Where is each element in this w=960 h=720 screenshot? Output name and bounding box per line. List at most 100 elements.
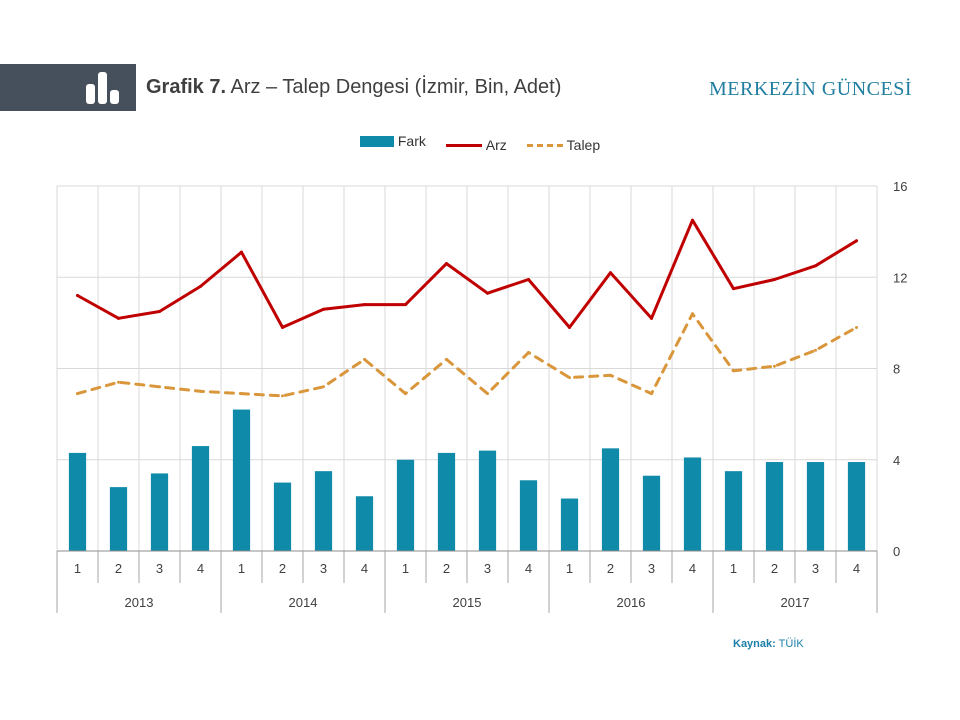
bar-fark [642,475,661,551]
line-talep-point [240,392,243,396]
legend-item-fark: Fark [359,133,426,149]
line-talep-point [814,348,817,352]
bar-fark [355,496,374,551]
x-tick-label: 1 [730,561,737,576]
y-tick-label: 0 [893,544,900,559]
bar-fark [683,457,702,551]
line-arz-point [609,271,612,275]
x-tick-label: 1 [566,561,573,576]
x-tick-label: 3 [320,561,327,576]
line-arz-point [691,218,694,222]
x-tick-label: 3 [156,561,163,576]
bar-fark [806,462,825,551]
y-tick-label: 16 [893,179,907,194]
x-tick-label: 4 [853,561,860,576]
line-arz-point [76,294,79,297]
line-talep-point [568,376,571,380]
x-tick-label: 1 [238,561,245,576]
bar-fark [396,459,415,551]
x-tick-label: 4 [525,561,532,576]
line-arz-point [773,278,776,282]
group-label: 2017 [781,595,810,610]
x-tick-label: 3 [484,561,491,576]
line-arz-point [568,325,571,329]
line-talep-point [732,369,735,373]
line-arz-point [199,284,202,288]
line-talep-point [773,364,776,368]
line-talep-point [691,312,694,316]
group-label: 2013 [125,595,154,610]
bar-fark [314,471,333,551]
bar-fark [68,452,87,551]
line-talep-point [76,392,79,396]
y-tick-label: 12 [893,270,907,285]
line-talep-point [281,394,284,398]
line-talep-point [609,373,612,377]
bar-fark [273,482,292,551]
legend-swatch-arz [445,143,482,147]
line-talep-point [117,380,120,384]
legend-label-talep: Talep [566,137,601,153]
x-tick-label: 4 [361,561,368,576]
line-arz-point [117,316,120,320]
bar-fark [601,448,620,551]
bar-fark [191,446,210,551]
line-arz-point [855,239,858,243]
legend-label-arz: Arz [485,137,507,153]
group-label: 2014 [289,595,318,610]
line-talep-point [322,385,325,389]
line-talep-point [445,357,448,361]
bar-fark [847,462,866,551]
line-arz-point [158,309,161,313]
x-tick-label: 3 [648,561,655,576]
line-arz-point [527,278,530,282]
y-tick-label: 8 [893,362,900,377]
chart-legend: Fark Arz Talep [0,133,960,153]
line-talep-point [404,392,407,396]
source-note: Kaynak: TÜİK [733,638,804,650]
bar-chart-icon [86,72,119,104]
line-arz-point [281,325,284,329]
line-talep-point [363,357,366,361]
line-arz-point [650,316,653,320]
bar-fark [724,471,743,551]
bar-fark [437,452,456,551]
bar-fark [109,487,128,551]
line-talep [76,312,858,398]
y-tick-label: 4 [893,453,900,468]
x-tick-label: 2 [607,561,614,576]
x-tick-label: 2 [771,561,778,576]
line-talep-point [158,385,161,389]
legend-label-fark: Fark [397,133,426,149]
line-talep-point [855,325,858,329]
chart-title: Grafik 7. Arz – Talep Dengesi (İzmir, Bi… [146,76,562,98]
line-talep-point [199,389,202,393]
line-arz-point [486,291,489,295]
line-talep-point [527,351,530,355]
legend-item-arz: Arz [445,137,507,153]
x-tick-label: 2 [279,561,286,576]
x-tick-label: 4 [197,561,204,576]
legend-swatch-fark [359,135,394,147]
x-tick-label: 2 [443,561,450,576]
x-tick-label: 1 [74,561,81,576]
bar-fark [150,473,169,551]
line-arz-point [240,250,243,254]
line-arz [76,218,858,329]
group-label: 2015 [453,595,482,610]
bar-fark [765,462,784,551]
line-talep-point [486,392,489,396]
bar-fark [560,498,579,551]
line-talep-point [650,392,653,396]
legend-swatch-talep [526,143,563,147]
line-arz-point [322,307,325,311]
bar-fark [232,409,251,551]
title-band [0,64,136,111]
x-tick-label: 2 [115,561,122,576]
bar-fark [478,450,497,551]
line-arz-point [445,262,448,266]
line-arz-point [363,303,366,307]
line-arz-point [732,287,735,291]
group-label: 2016 [617,595,646,610]
